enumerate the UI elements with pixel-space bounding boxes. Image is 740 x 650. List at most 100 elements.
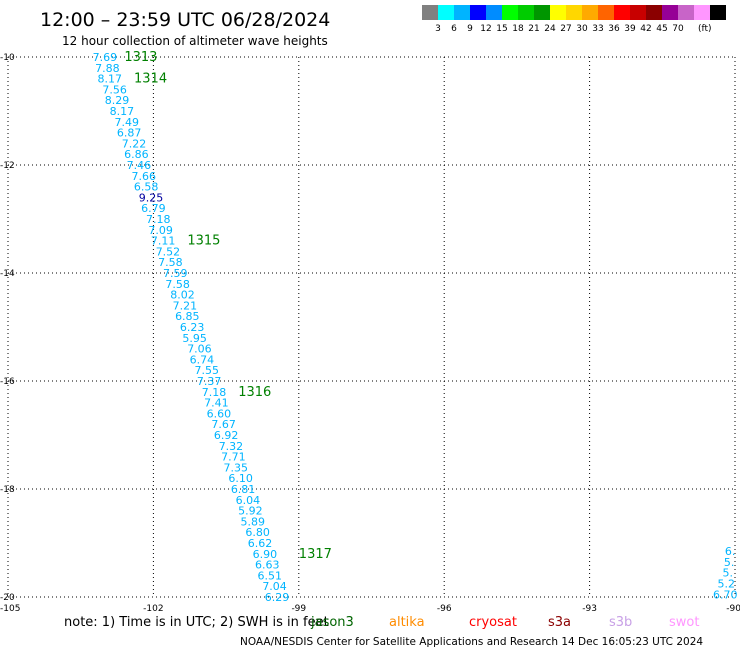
wave-height-point-3: 7.56 xyxy=(102,83,127,96)
satellite-legend: jason3 altika cryosat s3a s3b swot xyxy=(310,615,699,630)
wave-height-point-40: 6.81 xyxy=(231,483,256,496)
wave-height-point-53: 5. xyxy=(722,567,733,580)
colorbar-swatch-6 xyxy=(518,5,534,20)
wave-height-point-35: 6.92 xyxy=(214,429,239,442)
colorbar-label-15: 70 xyxy=(672,24,684,34)
hour-label-0: 1313 xyxy=(124,50,157,65)
wave-height-point-12: 6.58 xyxy=(134,181,159,194)
colorbar-swatch-3 xyxy=(470,5,486,20)
colorbar-label-6: 21 xyxy=(528,24,539,34)
colorbar-legend: 3 6 9 12 15 18 21 24 27 30 33 36 39 42 45 70 (ft) xyxy=(422,5,726,34)
wave-height-point-14: 6.79 xyxy=(141,202,166,215)
wave-height-point-2: 8.17 xyxy=(98,73,123,86)
wave-height-point-51: 6. xyxy=(725,545,736,558)
wave-height-point-36: 7.32 xyxy=(219,440,244,453)
colorbar-label-13: 42 xyxy=(640,24,651,34)
wave-height-point-28: 6.74 xyxy=(190,353,215,366)
satellite-cryosat: cryosat xyxy=(469,615,517,630)
wave-height-point-41: 6.04 xyxy=(236,494,261,507)
colorbar-label-14: 45 xyxy=(656,24,667,34)
colorbar-swatch-2 xyxy=(454,5,470,20)
colorbar-label-12: 39 xyxy=(624,24,636,34)
x-tick-label-2: -99 xyxy=(291,604,306,614)
colorbar-swatch-12 xyxy=(614,5,630,20)
wave-height-point-42: 5.92 xyxy=(238,505,263,518)
colorbar-swatch-15 xyxy=(662,5,678,20)
hour-label-2: 1315 xyxy=(187,234,220,249)
satellite-jason3: jason3 xyxy=(310,615,354,630)
colorbar-swatch-10 xyxy=(582,5,598,20)
chart-title: 12:00 – 23:59 UTC 06/28/2024 xyxy=(40,9,330,31)
satellite-s3b: s3b xyxy=(609,615,632,630)
wave-height-point-9: 6.86 xyxy=(124,148,149,161)
wave-height-point-30: 7.37 xyxy=(197,375,222,388)
x-tick-label-5: -90 xyxy=(726,604,740,614)
satellite-altika: altika xyxy=(389,615,425,630)
hour-label-1: 1314 xyxy=(134,72,167,87)
wave-height-point-49: 7.04 xyxy=(262,580,287,593)
colorbar-label-10: 33 xyxy=(592,24,603,34)
wave-height-point-10: 7.46 xyxy=(127,159,152,172)
colorbar-swatch-4 xyxy=(486,5,502,20)
wave-height-point-54: 5.2 xyxy=(718,578,736,591)
colorbar-swatch-9 xyxy=(566,5,582,20)
wave-height-point-0: 7.69 xyxy=(93,51,118,64)
colorbar-swatch-7 xyxy=(534,5,550,20)
wave-height-point-43: 5.89 xyxy=(241,515,266,528)
satellite-swot: swot xyxy=(669,615,699,630)
wave-height-point-55: 6.70 xyxy=(713,588,738,601)
wave-height-point-7: 6.87 xyxy=(117,127,142,140)
colorbar-swatch-11 xyxy=(598,5,614,20)
wave-height-point-47: 6.63 xyxy=(255,559,280,572)
wave-height-point-34: 7.67 xyxy=(211,418,236,431)
wave-height-point-4: 8.29 xyxy=(105,94,130,107)
wave-height-point-29: 7.55 xyxy=(194,364,219,377)
colorbar-swatch-0 xyxy=(422,5,438,20)
wave-height-point-24: 6.85 xyxy=(175,310,200,323)
y-tick-label-3: -16 xyxy=(0,377,15,387)
wave-height-point-13: 9.25 xyxy=(139,191,164,204)
colorbar-label-7: 24 xyxy=(544,24,556,34)
wave-height-point-32: 7.41 xyxy=(204,397,229,410)
footer-credit: NOAA/NESDIS Center for Satellite Applica… xyxy=(240,636,703,648)
hour-label-4: 1317 xyxy=(299,547,332,562)
x-tick-label-3: -96 xyxy=(437,604,452,614)
x-tick-label-4: -93 xyxy=(582,604,597,614)
colorbar-label-8: 27 xyxy=(560,24,571,34)
y-tick-label-5: -20 xyxy=(0,593,15,603)
wave-height-point-11: 7.66 xyxy=(131,170,156,183)
wave-height-point-37: 7.71 xyxy=(221,451,246,464)
y-tick-label-0: -10 xyxy=(0,53,15,63)
wave-height-point-33: 6.60 xyxy=(207,407,232,420)
colorbar-label-2: 9 xyxy=(467,24,473,34)
colorbar-label-9: 30 xyxy=(576,24,588,34)
wave-height-point-16: 7.09 xyxy=(148,224,173,237)
colorbar-label-3: 12 xyxy=(480,24,491,34)
colorbar-swatch-8 xyxy=(550,5,566,20)
wave-height-point-18: 7.52 xyxy=(156,245,181,258)
wave-height-point-23: 7.21 xyxy=(173,299,198,312)
axis-ticks: -105 -102 -99 -96 -93 -90 -10 -12 -14 -16 -18 -20 xyxy=(0,53,740,614)
wave-height-point-25: 6.23 xyxy=(180,321,205,334)
colorbar-label-11: 36 xyxy=(608,24,620,34)
colorbar-unit: (ft) xyxy=(698,24,712,34)
colorbar-swatch-16 xyxy=(678,5,694,20)
wave-height-point-15: 7.18 xyxy=(146,213,171,226)
colorbar-label-0: 3 xyxy=(435,24,441,34)
colorbar-swatch-14 xyxy=(646,5,662,20)
footer-note: note: 1) Time is in UTC; 2) SWH is in fe… xyxy=(64,615,329,630)
colorbar-label-1: 6 xyxy=(451,24,457,34)
colorbar-swatch-5 xyxy=(502,5,518,20)
wave-height-point-5: 8.17 xyxy=(110,105,135,118)
wave-height-point-20: 7.59 xyxy=(163,267,188,280)
wave-height-point-38: 7.35 xyxy=(224,461,249,474)
wave-height-point-26: 5.95 xyxy=(182,332,207,345)
y-tick-label-2: -14 xyxy=(0,269,15,279)
colorbar-label-4: 15 xyxy=(496,24,507,34)
x-tick-label-1: -102 xyxy=(143,604,163,614)
y-tick-label-4: -18 xyxy=(0,485,15,495)
colorbar-swatch-1 xyxy=(438,5,454,20)
hour-label-3: 1316 xyxy=(238,385,271,400)
wave-height-point-22: 8.02 xyxy=(170,289,195,302)
